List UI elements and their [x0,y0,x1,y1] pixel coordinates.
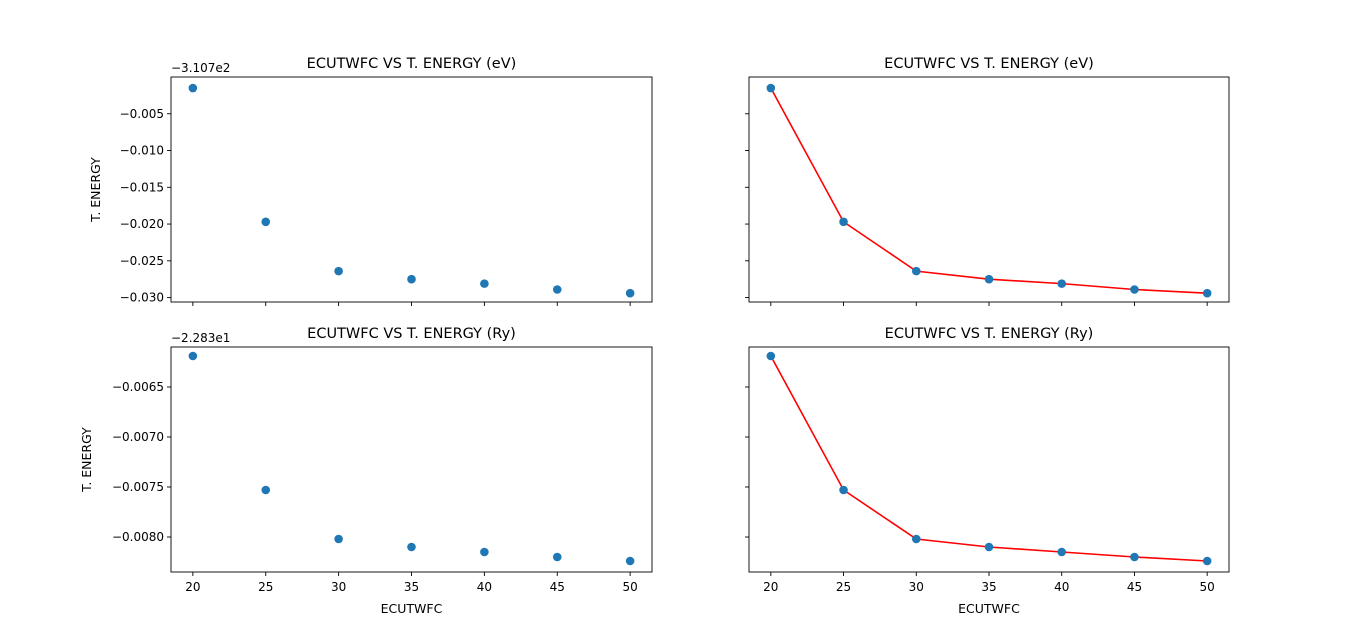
data-point [984,274,994,284]
y-tick-label: −0.010 [120,144,164,158]
x-tick-label: 20 [185,580,200,594]
y-tick-label: −0.015 [120,180,164,194]
data-point [1130,552,1139,562]
y-tick-label: −0.0080 [112,530,164,544]
series-line [770,355,1208,562]
y-axis-label: T. ENERGY [79,427,94,493]
data-point [911,534,921,544]
data-point [1202,556,1212,566]
x-axis-label: ECUTWFC [381,601,443,616]
y-tick-label: −0.0075 [112,480,164,494]
data-point [480,547,489,557]
data-point [625,288,635,298]
x-tick-label: 30 [909,580,924,594]
data-point [984,542,994,552]
y-tick-label: −0.020 [120,217,164,231]
y-tick-label: −0.0070 [112,430,164,444]
data-point [552,285,562,294]
data-point [1057,279,1067,288]
data-point [839,217,848,227]
data-point [839,485,848,495]
subplot-4: ECUTWFC VS T. ENERGY (Ry) 20 25 30 35 40 45 50 E… [745,326,1230,616]
data-point [334,266,343,276]
y-offset-label: −2.283e1 [171,331,230,345]
y-tick-label: −0.005 [120,107,164,121]
data-point [911,266,921,276]
y-tick-label: −0.0065 [112,380,164,394]
x-tick-label: 45 [550,580,565,594]
subplot-title: ECUTWFC VS T. ENERGY (Ry) [307,326,516,342]
x-tick-label: 25 [836,580,851,594]
data-point [407,274,416,284]
data-point [480,279,489,288]
data-point [261,217,271,227]
axes-frame [170,346,653,573]
subplot-title: ECUTWFC VS T. ENERGY (eV) [884,56,1094,72]
y-tick-label: −0.030 [120,291,164,305]
y-tick-label: −0.025 [120,254,164,268]
data-point [334,534,343,544]
axes-frame [748,76,1230,303]
subplot-title: ECUTWFC VS T. ENERGY (eV) [307,56,517,72]
data-point [1057,547,1067,557]
data-point [625,556,635,566]
x-tick-label: 25 [258,580,273,594]
axes-frame [748,346,1230,573]
subplot-2: ECUTWFC VS T. ENERGY (eV) [745,56,1230,306]
subplot-3: ECUTWFC VS T. ENERGY (Ry) 20 25 30 35 40 45 50 −… [79,326,653,616]
x-tick-label: 30 [331,580,346,594]
axes-frame [170,76,653,303]
x-tick-label: 35 [404,580,419,594]
y-offset-label: −3.107e2 [171,61,230,75]
subplot-1: ECUTWFC VS T. ENERGY (eV) −0.005 −0.010 −0.… [88,56,653,306]
y-axis-label: T. ENERGY [88,157,103,223]
x-tick-label: 40 [477,580,492,594]
data-point [552,552,562,562]
x-tick-label: 50 [622,580,637,594]
data-point [1202,288,1212,298]
data-point [766,83,776,93]
data-point [766,351,776,361]
data-point [407,542,416,552]
x-axis-label: ECUTWFC [958,601,1020,616]
subplot-title: ECUTWFC VS T. ENERGY (Ry) [885,326,1094,342]
series-line [770,87,1208,294]
data-point [1130,285,1139,294]
data-point [261,485,271,495]
x-tick-label: 40 [1054,580,1069,594]
data-point [188,83,198,93]
x-tick-label: 50 [1200,580,1215,594]
x-tick-label: 35 [981,580,996,594]
data-point [188,351,198,361]
x-tick-label: 20 [763,580,778,594]
x-tick-label: 45 [1127,580,1142,594]
